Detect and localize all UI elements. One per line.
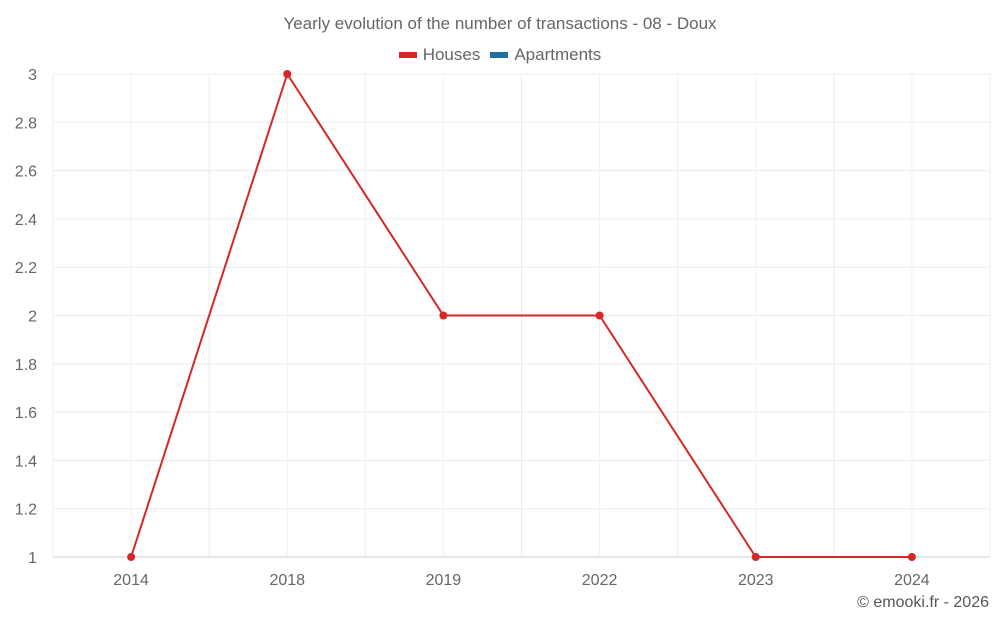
x-tick-label: 2019 — [426, 572, 462, 589]
chart-title: Yearly evolution of the number of transa… — [283, 14, 717, 33]
x-tick-label: 2018 — [269, 572, 305, 589]
chart-legend: Houses Apartments — [0, 45, 1000, 65]
data-point — [907, 553, 916, 561]
data-point — [751, 553, 760, 561]
data-point — [127, 553, 136, 561]
y-tick-label: 1.4 — [15, 453, 37, 470]
x-tick-label: 2024 — [894, 572, 930, 589]
data-point — [439, 311, 448, 320]
y-tick-label: 2.8 — [15, 115, 37, 132]
x-tick-label: 2022 — [582, 572, 618, 589]
legend-label-houses: Houses — [422, 45, 481, 64]
y-tick-label: 3 — [28, 67, 37, 84]
y-tick-label: 2 — [28, 309, 37, 326]
x-tick-label: 2014 — [113, 572, 149, 589]
y-tick-label: 1 — [28, 550, 37, 567]
legend-item-apartments[interactable]: Apartments — [490, 45, 601, 65]
series-line-houses — [130, 71, 912, 558]
x-tick-label: 2023 — [738, 572, 774, 589]
credit-text: © emooki.fr - 2026 — [857, 594, 989, 611]
legend-swatch-apartments — [490, 52, 509, 58]
y-tick-label: 1.2 — [15, 502, 37, 519]
y-tick-label: 1.8 — [15, 357, 37, 374]
data-point — [595, 311, 604, 320]
legend-item-houses[interactable]: Houses — [398, 45, 481, 65]
legend-swatch-houses — [398, 52, 417, 58]
y-tick-label: 2.4 — [15, 212, 37, 229]
y-tick-label: 1.6 — [15, 405, 37, 422]
y-tick-label: 2.2 — [15, 260, 37, 277]
data-point — [283, 70, 292, 78]
y-tick-label: 2.6 — [15, 164, 37, 181]
legend-label-apartments: Apartments — [514, 45, 602, 64]
